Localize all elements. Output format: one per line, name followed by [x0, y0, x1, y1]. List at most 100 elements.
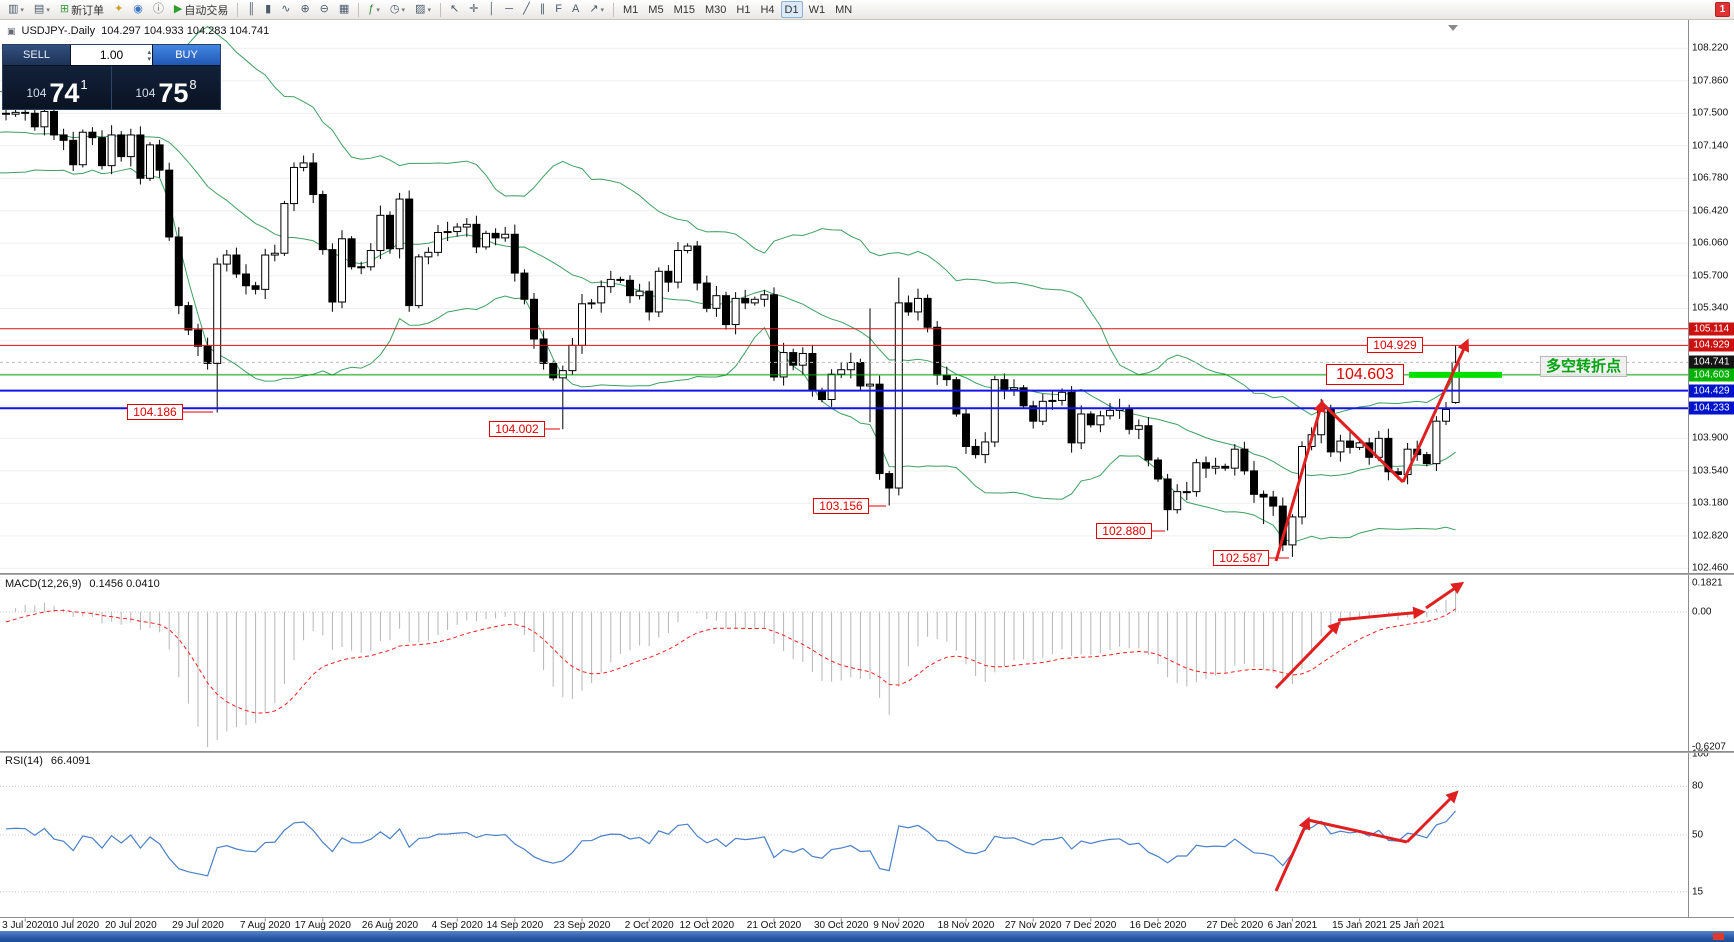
text-label-icon: A	[571, 3, 580, 15]
pivot-note-label[interactable]: 多空转折点	[1540, 356, 1628, 377]
new-chart-icon: ▥	[8, 3, 19, 15]
timeframe-m5[interactable]: M5	[648, 3, 664, 16]
panel-separator[interactable]	[0, 751, 1734, 753]
timeframe-m15[interactable]: M15	[673, 3, 695, 16]
trend-arrow[interactable]	[1307, 818, 1408, 844]
chart-shift-marker[interactable]	[1448, 25, 1458, 31]
vertical-line-button[interactable]: │	[484, 1, 499, 18]
buy-button[interactable]: BUY	[153, 45, 220, 65]
tile-windows-icon: ▦	[338, 3, 350, 15]
bb-upper[interactable]	[0, 25, 1457, 416]
spinner-up-icon[interactable]: ▴	[147, 48, 151, 56]
metaeditor-icon: ✦	[114, 3, 124, 15]
timeframe-d1[interactable]: D1	[780, 1, 803, 18]
toolbar: ▥ ▾ ▤ ▾ ⊞ 新订单 ✦ ◉ ⓘ ▶ 自动交易 ║ ▮ ∿ ⊕ ⊖ ▦ ƒ ▾ ◷ ▾ ▨ ▾ ↖ ✛ │ ─ ╱ ∥ F A ↗ ▾ M1…	[0, 0, 1734, 20]
toolbar-separator	[613, 2, 615, 17]
new-chart-button[interactable]: ▥ ▾	[4, 1, 28, 18]
buy-quote-big: 75	[158, 78, 189, 108]
zoom-out-button[interactable]: ⊖	[316, 1, 333, 18]
taskbar[interactable]	[0, 931, 1734, 942]
candles[interactable]	[2, 101, 1460, 557]
zoom-in-icon: ⊕	[300, 3, 310, 15]
info-icon: ⓘ	[152, 3, 164, 15]
trendline-icon: ╱	[523, 3, 530, 15]
trend-arrow[interactable]	[1337, 606, 1426, 622]
arrows-tool-button[interactable]: ↗ ▾	[585, 1, 608, 18]
horizontal-line-button[interactable]: ─	[501, 1, 517, 18]
trend-arrow[interactable]	[1405, 790, 1459, 844]
buy-quote[interactable]: 104 75 8	[112, 66, 220, 109]
periods-button[interactable]: ◷ ▾	[386, 1, 409, 18]
community-button[interactable]: ◉	[129, 1, 147, 18]
symbol-label: USDJPY-.Daily	[21, 25, 96, 37]
dropdown-arrow-icon: ▾	[401, 6, 406, 14]
community-icon: ◉	[133, 3, 143, 15]
trend-arrow[interactable]	[1274, 399, 1326, 562]
tile-windows-button[interactable]: ▦	[335, 1, 353, 18]
sell-quote[interactable]: 104 74 1	[3, 66, 112, 109]
crosshair-icon: ✛	[469, 3, 479, 15]
chart-header: ▣ USDJPY-.Daily 104.297 104.933 104.283 …	[7, 25, 269, 37]
chart-line-icon: ∿	[281, 3, 291, 15]
timeframe-h4[interactable]: H4	[760, 3, 775, 16]
dropdown-arrow-icon: ▾	[427, 6, 431, 14]
trend-arrow[interactable]	[1401, 338, 1470, 483]
timeframe-m1[interactable]: M1	[623, 3, 639, 16]
rsi-panel-drawing[interactable]	[0, 785, 1688, 893]
pivot-highlight-segment[interactable]	[1409, 371, 1502, 378]
indicators-button[interactable]: ƒ ▾	[364, 1, 384, 18]
fibonacci-button[interactable]: F	[551, 1, 566, 18]
chart-candles-icon: ▮	[265, 3, 272, 15]
ohlc-values: 104.297 104.933 104.283 104.741	[101, 25, 270, 37]
profiles-icon: ▤	[33, 3, 45, 15]
arrows-tool-icon: ↗	[589, 3, 599, 15]
notification-badge[interactable]: 1	[1715, 2, 1730, 17]
new-order-label: 新订单	[71, 4, 105, 17]
crosshair-button[interactable]: ✛	[465, 1, 482, 18]
templates-icon: ▨	[415, 3, 426, 15]
chart-line-button[interactable]: ∿	[277, 1, 294, 18]
autotrading-button[interactable]: ▶ 自动交易	[170, 1, 232, 18]
periods-icon: ◷	[389, 3, 400, 15]
metaeditor-button[interactable]: ✦	[110, 1, 127, 18]
buy-quote-sup: 8	[189, 77, 197, 92]
sell-button[interactable]: SELL	[3, 45, 70, 65]
macd-panel-drawing[interactable]	[0, 583, 1688, 747]
horizontal-line-icon: ─	[505, 3, 514, 15]
spinner-down-icon[interactable]: ▾	[147, 55, 151, 63]
text-label-button[interactable]: A	[568, 1, 583, 18]
new-order-icon: ⊞	[59, 3, 70, 15]
dropdown-arrow-icon: ▾	[600, 6, 605, 14]
templates-button[interactable]: ▨ ▾	[411, 1, 435, 18]
toolbar-separator	[358, 2, 360, 17]
cursor-button[interactable]: ↖	[446, 1, 463, 18]
trendline-button[interactable]: ╱	[519, 1, 534, 18]
trend-arrow[interactable]	[1274, 621, 1341, 690]
lot-spinner[interactable]: ▴ ▾	[147, 45, 151, 66]
dropdown-arrow-icon: ▾	[46, 6, 50, 14]
trend-arrow[interactable]	[1320, 401, 1405, 484]
zoom-in-button[interactable]: ⊕	[296, 1, 313, 18]
one-click-trading-panel: SELL 1.00 ▴ ▾ BUY 104 74 1 104 75 8	[2, 44, 221, 110]
trend-arrow[interactable]	[1274, 816, 1311, 892]
rsi-indicator-label: RSI(14) 66.4091	[5, 755, 91, 767]
chart-bars-icon: ║	[247, 3, 256, 15]
timeframe-h1[interactable]: H1	[736, 3, 751, 16]
new-order-button[interactable]: ⊞ 新订单	[56, 1, 108, 18]
chart-bars-button[interactable]: ║	[243, 1, 259, 18]
channel-button[interactable]: ∥	[536, 1, 550, 18]
profiles-button[interactable]: ▤ ▾	[30, 1, 54, 18]
info-button[interactable]: ⓘ	[149, 1, 168, 18]
price-axis[interactable]	[1688, 20, 1734, 918]
rsi-name: RSI(14)	[5, 755, 43, 767]
timeframe-w1[interactable]: W1	[808, 3, 826, 16]
panel-separator[interactable]	[0, 917, 1734, 918]
trend-arrow[interactable]	[1425, 581, 1465, 610]
chart-candles-button[interactable]: ▮	[261, 1, 275, 18]
panel-separator[interactable]	[0, 573, 1734, 575]
timeframe-mn[interactable]: MN	[835, 3, 853, 16]
timeframe-m30[interactable]: M30	[704, 3, 727, 16]
lot-size-input[interactable]: 1.00 ▴ ▾	[70, 45, 153, 65]
